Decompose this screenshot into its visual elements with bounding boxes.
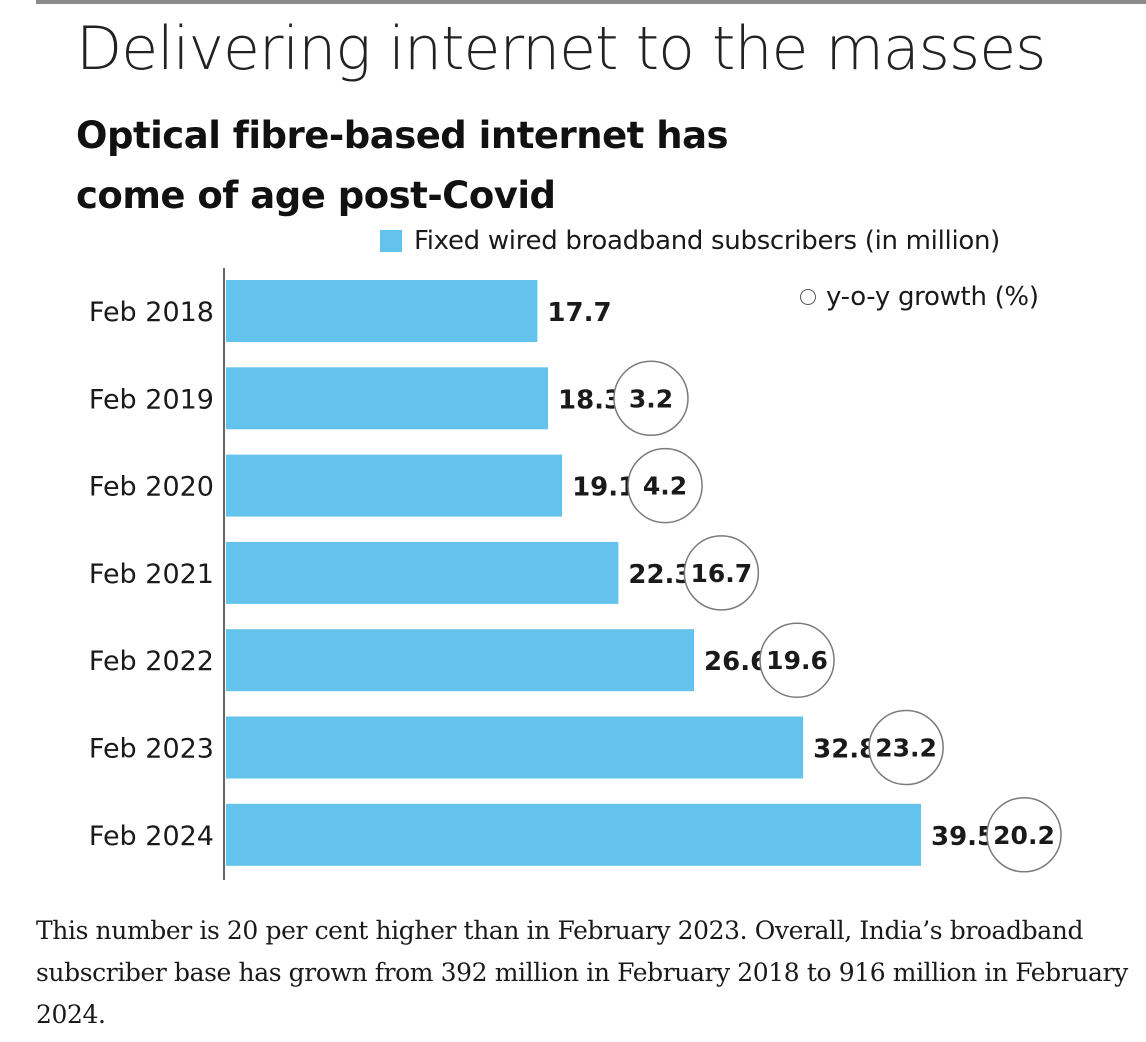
- bar-chart: Feb 2018 17.7 Feb 2019 18.3 3.2 Feb 2020 19.1 4…: [89, 268, 1062, 880]
- growth-circle: [627, 447, 703, 524]
- bar: [226, 454, 563, 517]
- growth-label: 20.2: [993, 821, 1055, 850]
- category-label: Feb 2021: [89, 559, 214, 590]
- growth-label: 23.2: [875, 734, 937, 763]
- category-label: Feb 2020: [89, 472, 214, 503]
- legend-swatch: [380, 230, 402, 252]
- bar: [226, 803, 921, 866]
- growth-label: 16.7: [691, 559, 753, 588]
- category-label: Feb 2022: [89, 646, 214, 677]
- category-label: Feb 2019: [89, 384, 214, 415]
- growth-label: 4.2: [643, 472, 687, 501]
- footer-text: This number is 20 per cent higher than i…: [36, 916, 1128, 1029]
- growth-circle: [683, 535, 760, 611]
- value-label: 22.3: [628, 560, 692, 590]
- value-label: 39.5: [931, 822, 995, 852]
- growth-circle: [613, 360, 689, 437]
- value-label: 26.6: [704, 647, 768, 677]
- subheadline: Optical fibre-based internet has come of…: [76, 106, 796, 226]
- bar: [226, 367, 548, 430]
- value-label: 19.1: [572, 473, 636, 503]
- value-label: 18.3: [558, 385, 622, 415]
- legend-bars: Fixed wired broadband subscribers (in mi…: [380, 226, 1000, 256]
- category-label: Feb 2018: [89, 297, 214, 328]
- growth-label: 3.2: [629, 384, 673, 413]
- category-label: Feb 2023: [89, 734, 214, 765]
- growth-circle: [986, 797, 1062, 873]
- top-rule: [36, 0, 1146, 4]
- legend-growth-label: y-o-y growth (%): [826, 282, 1039, 312]
- legend-bars-label: Fixed wired broadband subscribers (in mi…: [414, 226, 1001, 256]
- bar: [226, 541, 619, 604]
- subheadline-line-1: Optical fibre-based internet has: [76, 114, 729, 157]
- subheadline-line-2: come of age post-Covid: [76, 174, 556, 217]
- value-label: 32.8: [813, 735, 877, 765]
- bar: [226, 629, 695, 692]
- growth-circle: [868, 709, 944, 786]
- growth-label: 19.6: [766, 646, 828, 675]
- growth-circle: [759, 622, 835, 698]
- legend-growth: y-o-y growth (%): [800, 282, 1039, 312]
- value-label: 17.7: [547, 298, 611, 328]
- category-label: Feb 2024: [89, 821, 214, 852]
- bar: [226, 716, 804, 779]
- bar: [226, 280, 538, 342]
- legend-circle-icon: [800, 289, 816, 305]
- headline: Delivering internet to the masses: [76, 14, 1046, 84]
